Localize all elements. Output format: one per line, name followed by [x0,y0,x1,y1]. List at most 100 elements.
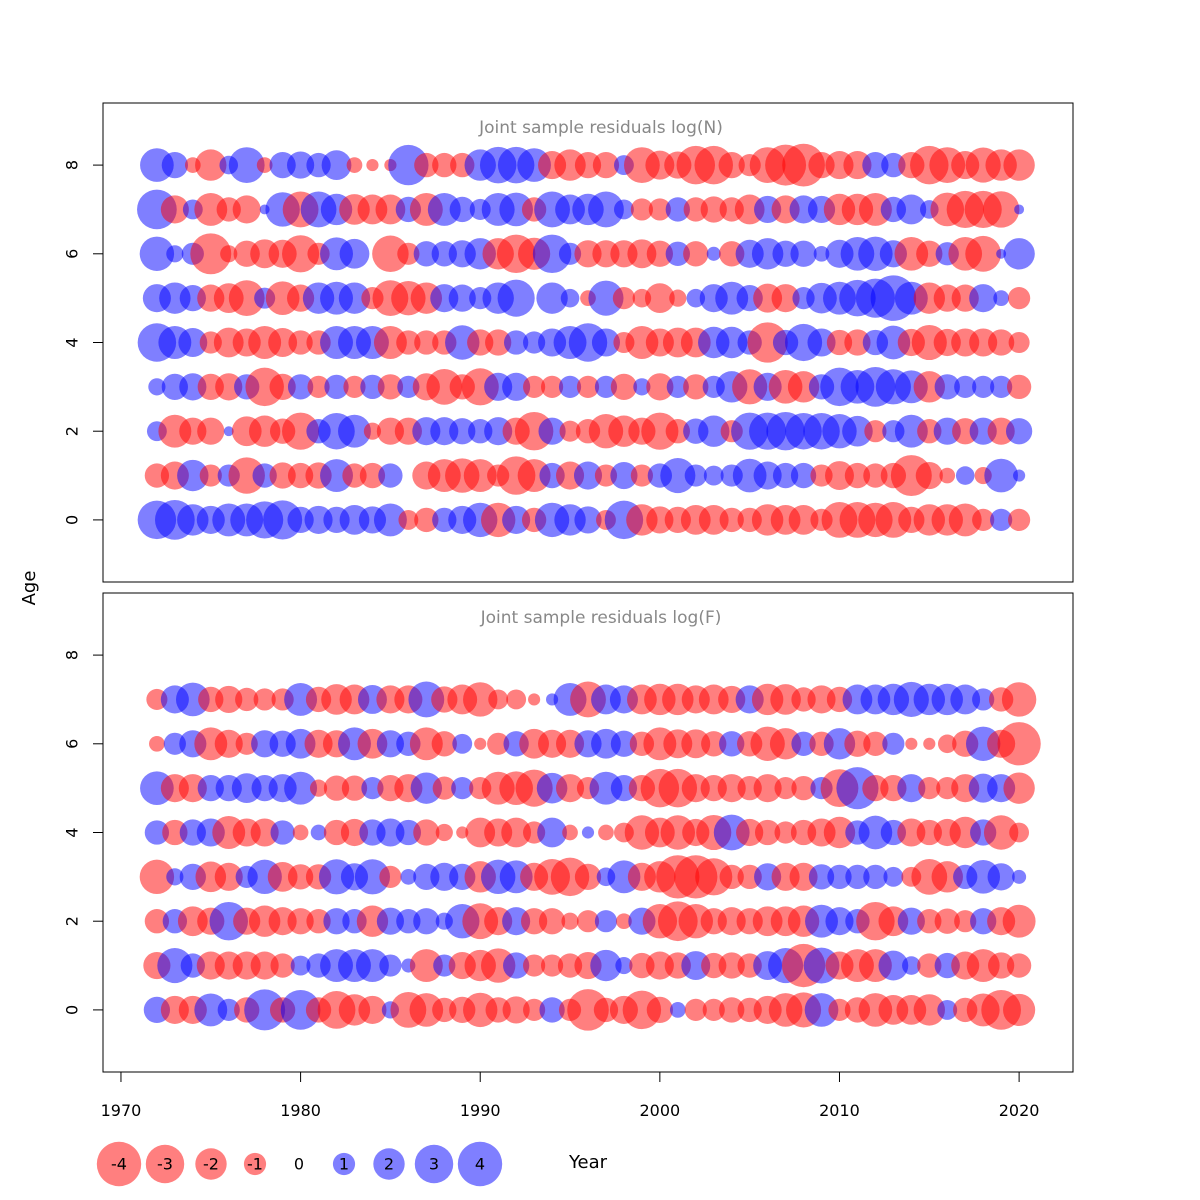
residual-point [214,729,243,758]
residual-point [287,908,314,935]
residual-point [523,998,546,1022]
residual-point [717,774,746,803]
x-tick-label: 2000 [639,1101,680,1120]
legend-bubble [195,1148,227,1180]
residual-point [355,949,389,983]
residual-point [616,913,632,930]
residual-point [540,375,564,398]
residual-point [175,682,210,717]
residual-point [253,688,276,711]
legend-bubble [145,1144,185,1184]
residual-point [346,157,363,173]
residual-point [1001,682,1037,717]
residual-point [555,774,585,803]
residual-point [414,152,439,178]
legend-label: 4 [475,1155,485,1174]
residual-point [250,818,279,847]
residual-point [772,462,799,489]
residual-point [648,198,671,221]
residual-point [321,150,352,180]
residual-point [747,322,788,363]
residual-point [358,995,387,1024]
residual-point [774,821,797,844]
residual-point [969,284,998,313]
legend-label: -1 [247,1155,263,1174]
residual-point [288,330,313,355]
residual-point [771,284,800,313]
y-tick-label: 8 [63,650,82,660]
residual-point [228,457,265,494]
residual-point [703,465,724,486]
residual-point [373,503,407,537]
residual-point [698,505,729,535]
residual-point [324,374,349,400]
residual-point [825,907,854,936]
residual-point [772,240,799,267]
residual-point [177,459,209,492]
residual-point [807,328,836,357]
residual-point [1006,953,1032,978]
residual-point [790,240,817,267]
residual-point [413,908,440,935]
residual-point [615,956,633,975]
residual-point [701,952,727,979]
residual-point [573,461,603,490]
residual-point [410,772,443,804]
residual-point [844,329,871,356]
x-tick-label: 2020 [999,1101,1040,1120]
panel-title-log-n: Joint sample residuals log(N) [478,118,723,138]
residual-point [863,463,888,488]
residual-point [823,816,856,849]
residual-point [1014,204,1025,215]
residual-point [148,378,166,396]
residual-point [984,458,1018,493]
residual-point [574,151,602,179]
residual-point [432,776,456,800]
residual-point [463,459,497,493]
residual-point [538,908,566,935]
x-tick-label: 1970 [101,1101,142,1120]
residual-point [665,197,690,222]
residual-point [449,196,475,223]
residual-point [373,326,407,359]
residual-point [400,869,417,885]
residual-point [574,863,602,890]
residual-point [178,328,208,357]
residual-point [559,420,581,442]
residual-point [965,235,1002,272]
residual-point [502,505,531,534]
residual-point [398,509,419,530]
residual-point [588,191,624,228]
residual-point [214,862,243,891]
residual-point [897,907,925,935]
legend-bubble [373,1148,405,1180]
residual-point [1003,772,1035,804]
residual-point [594,910,618,933]
residual-point [665,419,690,444]
residual-point [937,999,958,1020]
residual-point [309,779,328,797]
residual-point [503,330,529,355]
residual-point [372,235,409,273]
legend-label: 3 [429,1155,439,1174]
x-tick-label: 1990 [460,1101,501,1120]
residual-point [220,245,238,263]
legend-label: -4 [111,1155,127,1174]
residual-point [576,375,600,398]
residual-point [1002,904,1036,938]
residual-point [426,368,463,405]
residual-point [753,774,782,803]
residual-point [1009,822,1030,843]
residual-point [807,685,836,714]
residual-point [363,422,382,440]
residual-point [916,240,943,267]
residual-point [396,330,421,355]
residual-point [287,864,314,890]
residual-point [567,989,609,1031]
residual-point [646,240,673,267]
residual-point [988,329,1015,356]
residual-point [646,996,673,1024]
residual-point [646,373,674,401]
residual-point [1008,331,1030,354]
residual-point [194,192,228,226]
